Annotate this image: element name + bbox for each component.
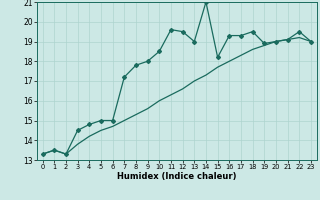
X-axis label: Humidex (Indice chaleur): Humidex (Indice chaleur) [117,172,236,181]
